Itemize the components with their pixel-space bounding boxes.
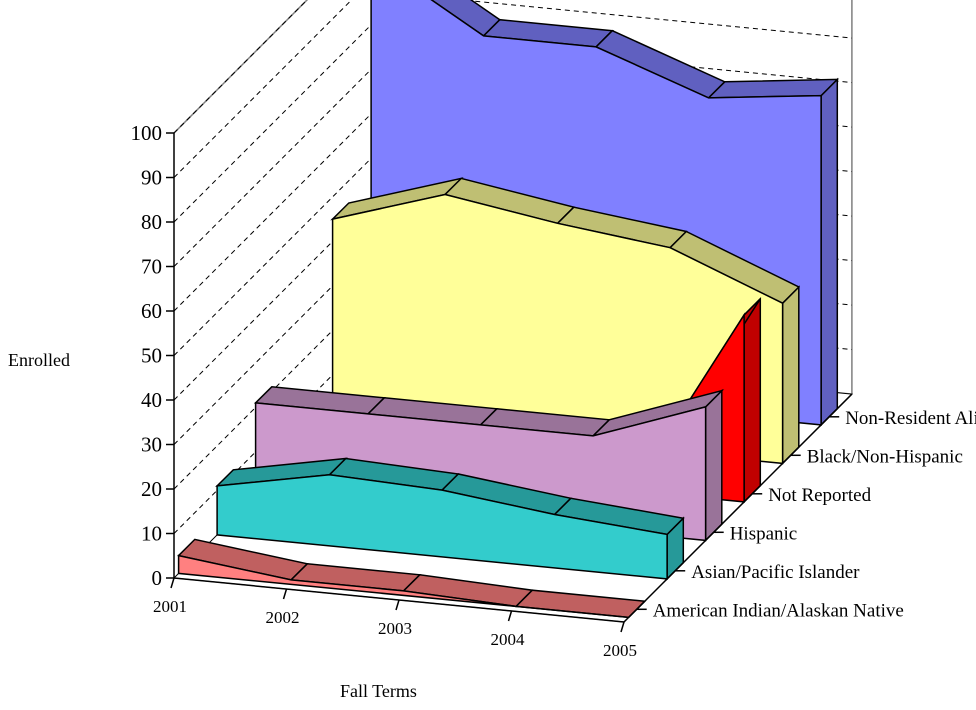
series-ribbons: [177, 0, 840, 619]
y-tick-label: 20: [141, 477, 162, 501]
x-tick: [620, 621, 625, 633]
series-end-cap: [743, 296, 762, 504]
x-tick-label: 2005: [603, 641, 637, 660]
axis-labels: 0 10 20 30 40 50 60 70 80 90 100 2001 2002 2003 2004 20…: [131, 121, 976, 660]
y-tick-label: 60: [141, 299, 162, 323]
y-tick-label: 100: [131, 121, 163, 145]
series-label: Non-Resident Alien: [845, 408, 976, 429]
series-label: Not Reported: [768, 485, 871, 506]
series-end-cap: [781, 285, 800, 466]
series-label: American Indian/Alaskan Native: [653, 600, 904, 621]
y-tick-label: 30: [141, 433, 162, 457]
x-tick: [170, 577, 175, 589]
x-tick: [507, 610, 513, 622]
series-end-cap: [820, 77, 839, 427]
x-tick-label: 2001: [153, 597, 187, 616]
x-tick-label: 2003: [378, 619, 412, 638]
gridline: [173, 0, 852, 223]
y-tick-label: 80: [141, 210, 162, 234]
series-front-face: [216, 473, 668, 580]
x-tick: [282, 588, 288, 600]
series-4: [330, 177, 801, 466]
y-tick-label: 40: [141, 388, 162, 412]
series-front-face: [177, 554, 629, 619]
series-0: [177, 538, 647, 619]
y-axis-title: Enrolled: [8, 350, 70, 370]
y-tick-label: 90: [141, 166, 162, 190]
y-tick-label: 50: [141, 344, 162, 368]
y-tick-label: 10: [141, 522, 162, 546]
depth-axis-line: [623, 393, 853, 623]
axes: [166, 132, 853, 633]
y-tick-label: 70: [141, 255, 162, 279]
series-label: Hispanic: [730, 523, 798, 544]
x-tick-label: 2004: [491, 630, 526, 649]
y-tick-label: 0: [152, 566, 163, 590]
back-wall-edge: [851, 0, 853, 395]
series-label: Black/Non-Hispanic: [807, 446, 963, 467]
series-end-cap: [704, 388, 723, 543]
series-1: [215, 457, 685, 581]
x-tick-label: 2002: [266, 608, 300, 627]
series-label: Asian/Pacific Islander: [691, 562, 860, 583]
x-tick: [395, 599, 400, 611]
x-axis-title: Fall Terms: [340, 681, 417, 701]
gridline: [173, 38, 852, 267]
